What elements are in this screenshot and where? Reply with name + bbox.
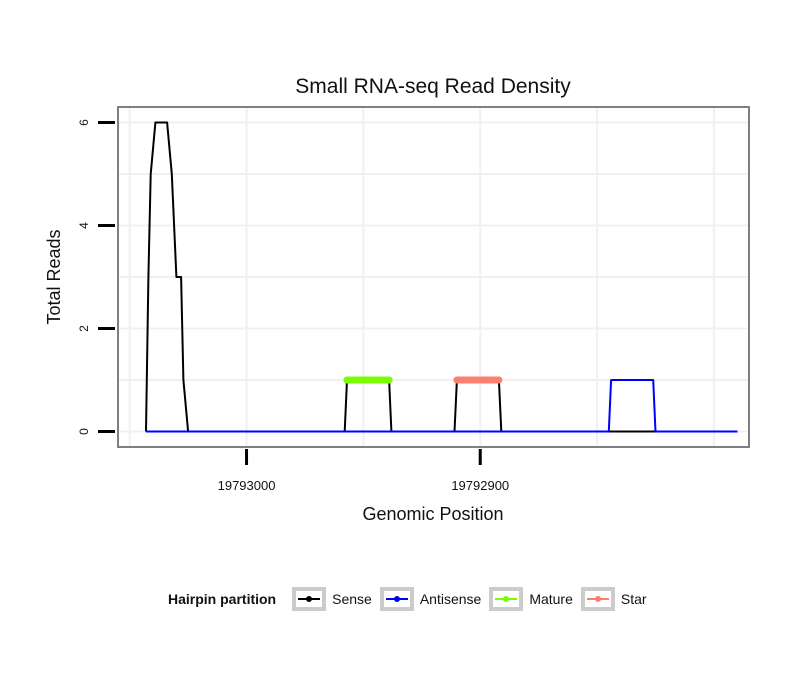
plot-border <box>117 106 750 448</box>
legend-key-antisense <box>379 587 414 611</box>
x-tick-label: 19793000 <box>218 478 276 493</box>
y-tick-label: 2 <box>77 325 91 332</box>
legend-key-mature <box>489 587 524 611</box>
y-axis-label: Total Reads <box>44 229 64 324</box>
x-axis-label: Genomic Position <box>362 504 503 524</box>
y-tick-label: 0 <box>77 428 91 435</box>
legend-key-star <box>580 587 615 611</box>
legend-label-antisense: Antisense <box>419 591 482 607</box>
legend-item-antisense: Antisense <box>379 587 482 611</box>
legend-item-star: Star <box>580 587 647 611</box>
legend-item-sense: Sense <box>292 587 372 611</box>
axis-ticks: 0 2 4 6 19793000 19792900 <box>77 119 509 493</box>
chart-title: Small RNA-seq Read Density <box>295 75 571 98</box>
legend-item-mature: Mature <box>489 587 573 611</box>
x-tick-label: 19792900 <box>451 478 509 493</box>
legend-key-sense <box>292 587 327 611</box>
series-line-antisense <box>146 379 738 433</box>
legend-label-mature: Mature <box>529 591 573 607</box>
legend-label-star: Star <box>620 591 647 607</box>
series-group <box>145 121 738 433</box>
y-tick-label: 6 <box>77 119 91 126</box>
legend-label-sense: Sense <box>332 591 372 607</box>
legend: Hairpin partition Sense Antisense Mature… <box>168 586 655 612</box>
legend-title: Hairpin partition <box>168 591 277 607</box>
y-tick-label: 4 <box>77 222 91 229</box>
